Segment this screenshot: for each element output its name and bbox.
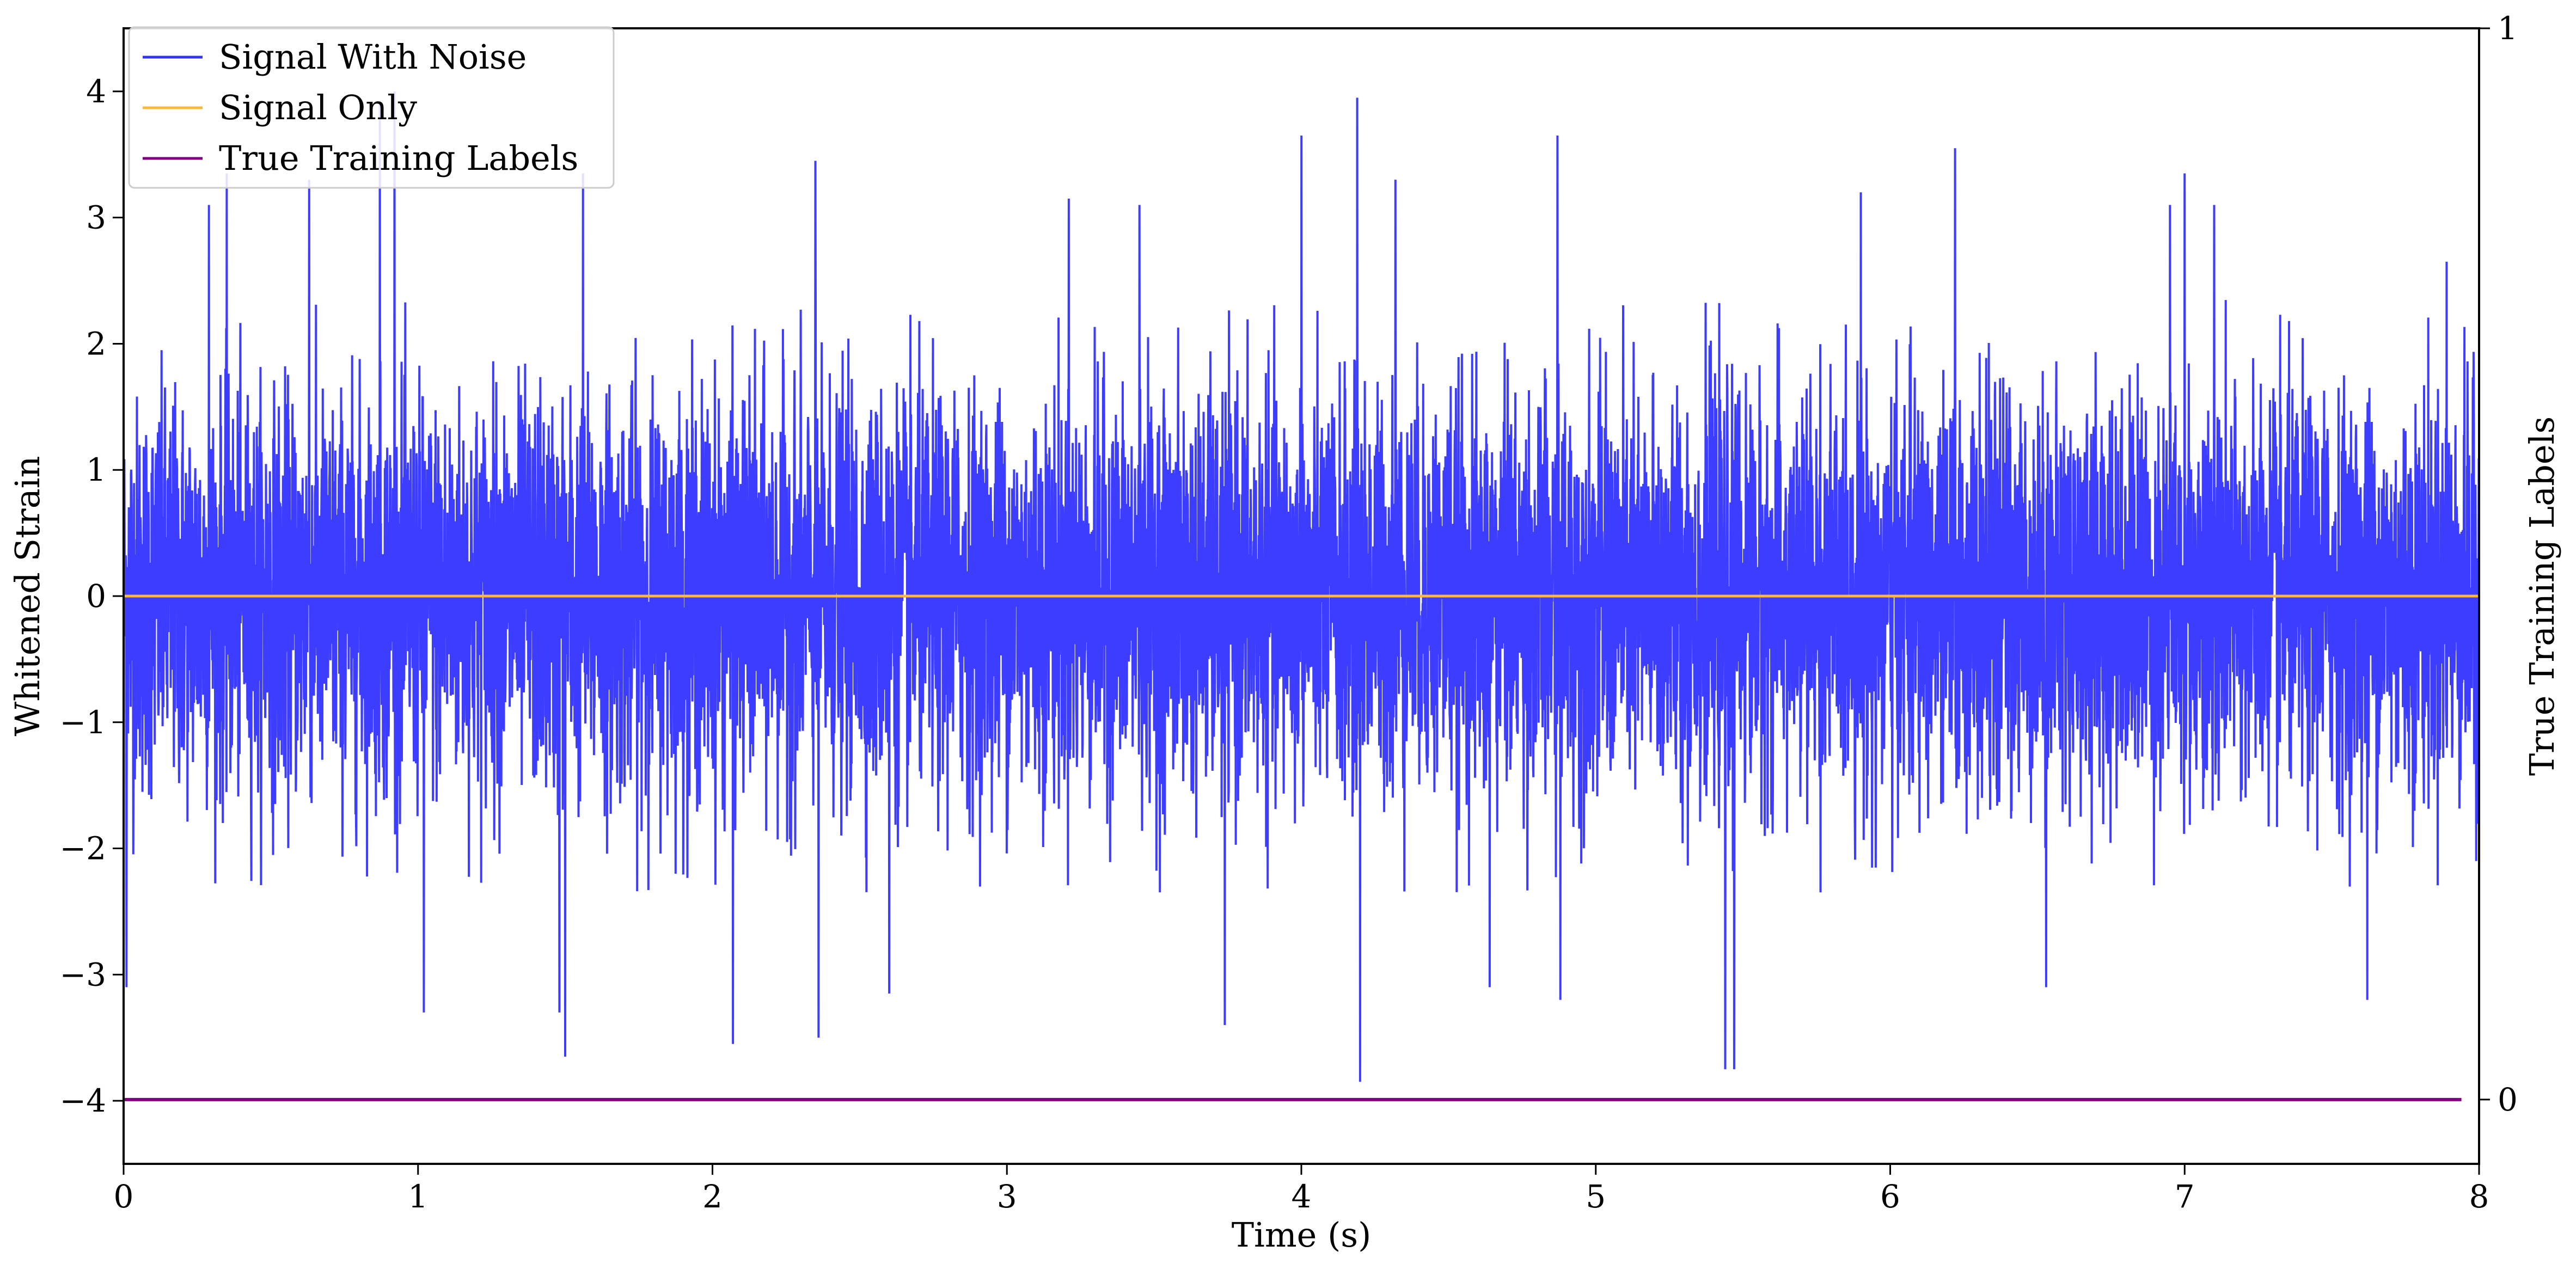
series-signal-with-noise [124, 91, 2479, 1082]
y-tick-label: −3 [60, 956, 107, 993]
y-tick-label: 2 [86, 325, 106, 362]
legend-label: Signal With Noise [219, 37, 527, 77]
x-tick-label: 0 [114, 1178, 134, 1215]
y-tick-label: −4 [60, 1082, 107, 1119]
plot-frame [123, 27, 2480, 1165]
x-tick-label: 2 [702, 1178, 723, 1215]
y2-axis-title: True Training Labels [2522, 416, 2562, 776]
legend-label: Signal Only [219, 88, 417, 127]
y-tick-label: 0 [86, 578, 106, 615]
x-axis-title: Time (s) [1232, 1215, 1372, 1255]
x-tick-label: 6 [1880, 1178, 1900, 1215]
y-axis-title: Whitened Strain [8, 456, 47, 737]
legend-box [128, 26, 615, 189]
y-tick-label: 1 [86, 451, 106, 488]
x-tick-label: 1 [408, 1178, 428, 1215]
x-tick-label: 8 [2469, 1178, 2489, 1215]
legend-label: True Training Labels [219, 138, 578, 178]
x-tick-label: 7 [2175, 1178, 2195, 1215]
x-tick-label: 5 [1586, 1178, 1606, 1215]
y-tick-label: 4 [86, 73, 106, 110]
y-tick-label: −1 [60, 704, 107, 741]
x-tick-label: 3 [997, 1178, 1017, 1215]
y2-tick-label: 0 [2498, 1081, 2518, 1118]
y2-tick-label: 1 [2498, 10, 2518, 47]
y-tick-label: −2 [60, 830, 107, 867]
legend: Signal With Noise Signal Only True Trainin… [128, 26, 615, 189]
x-tick-label: 4 [1292, 1178, 1312, 1215]
y-tick-label: 3 [86, 199, 106, 236]
